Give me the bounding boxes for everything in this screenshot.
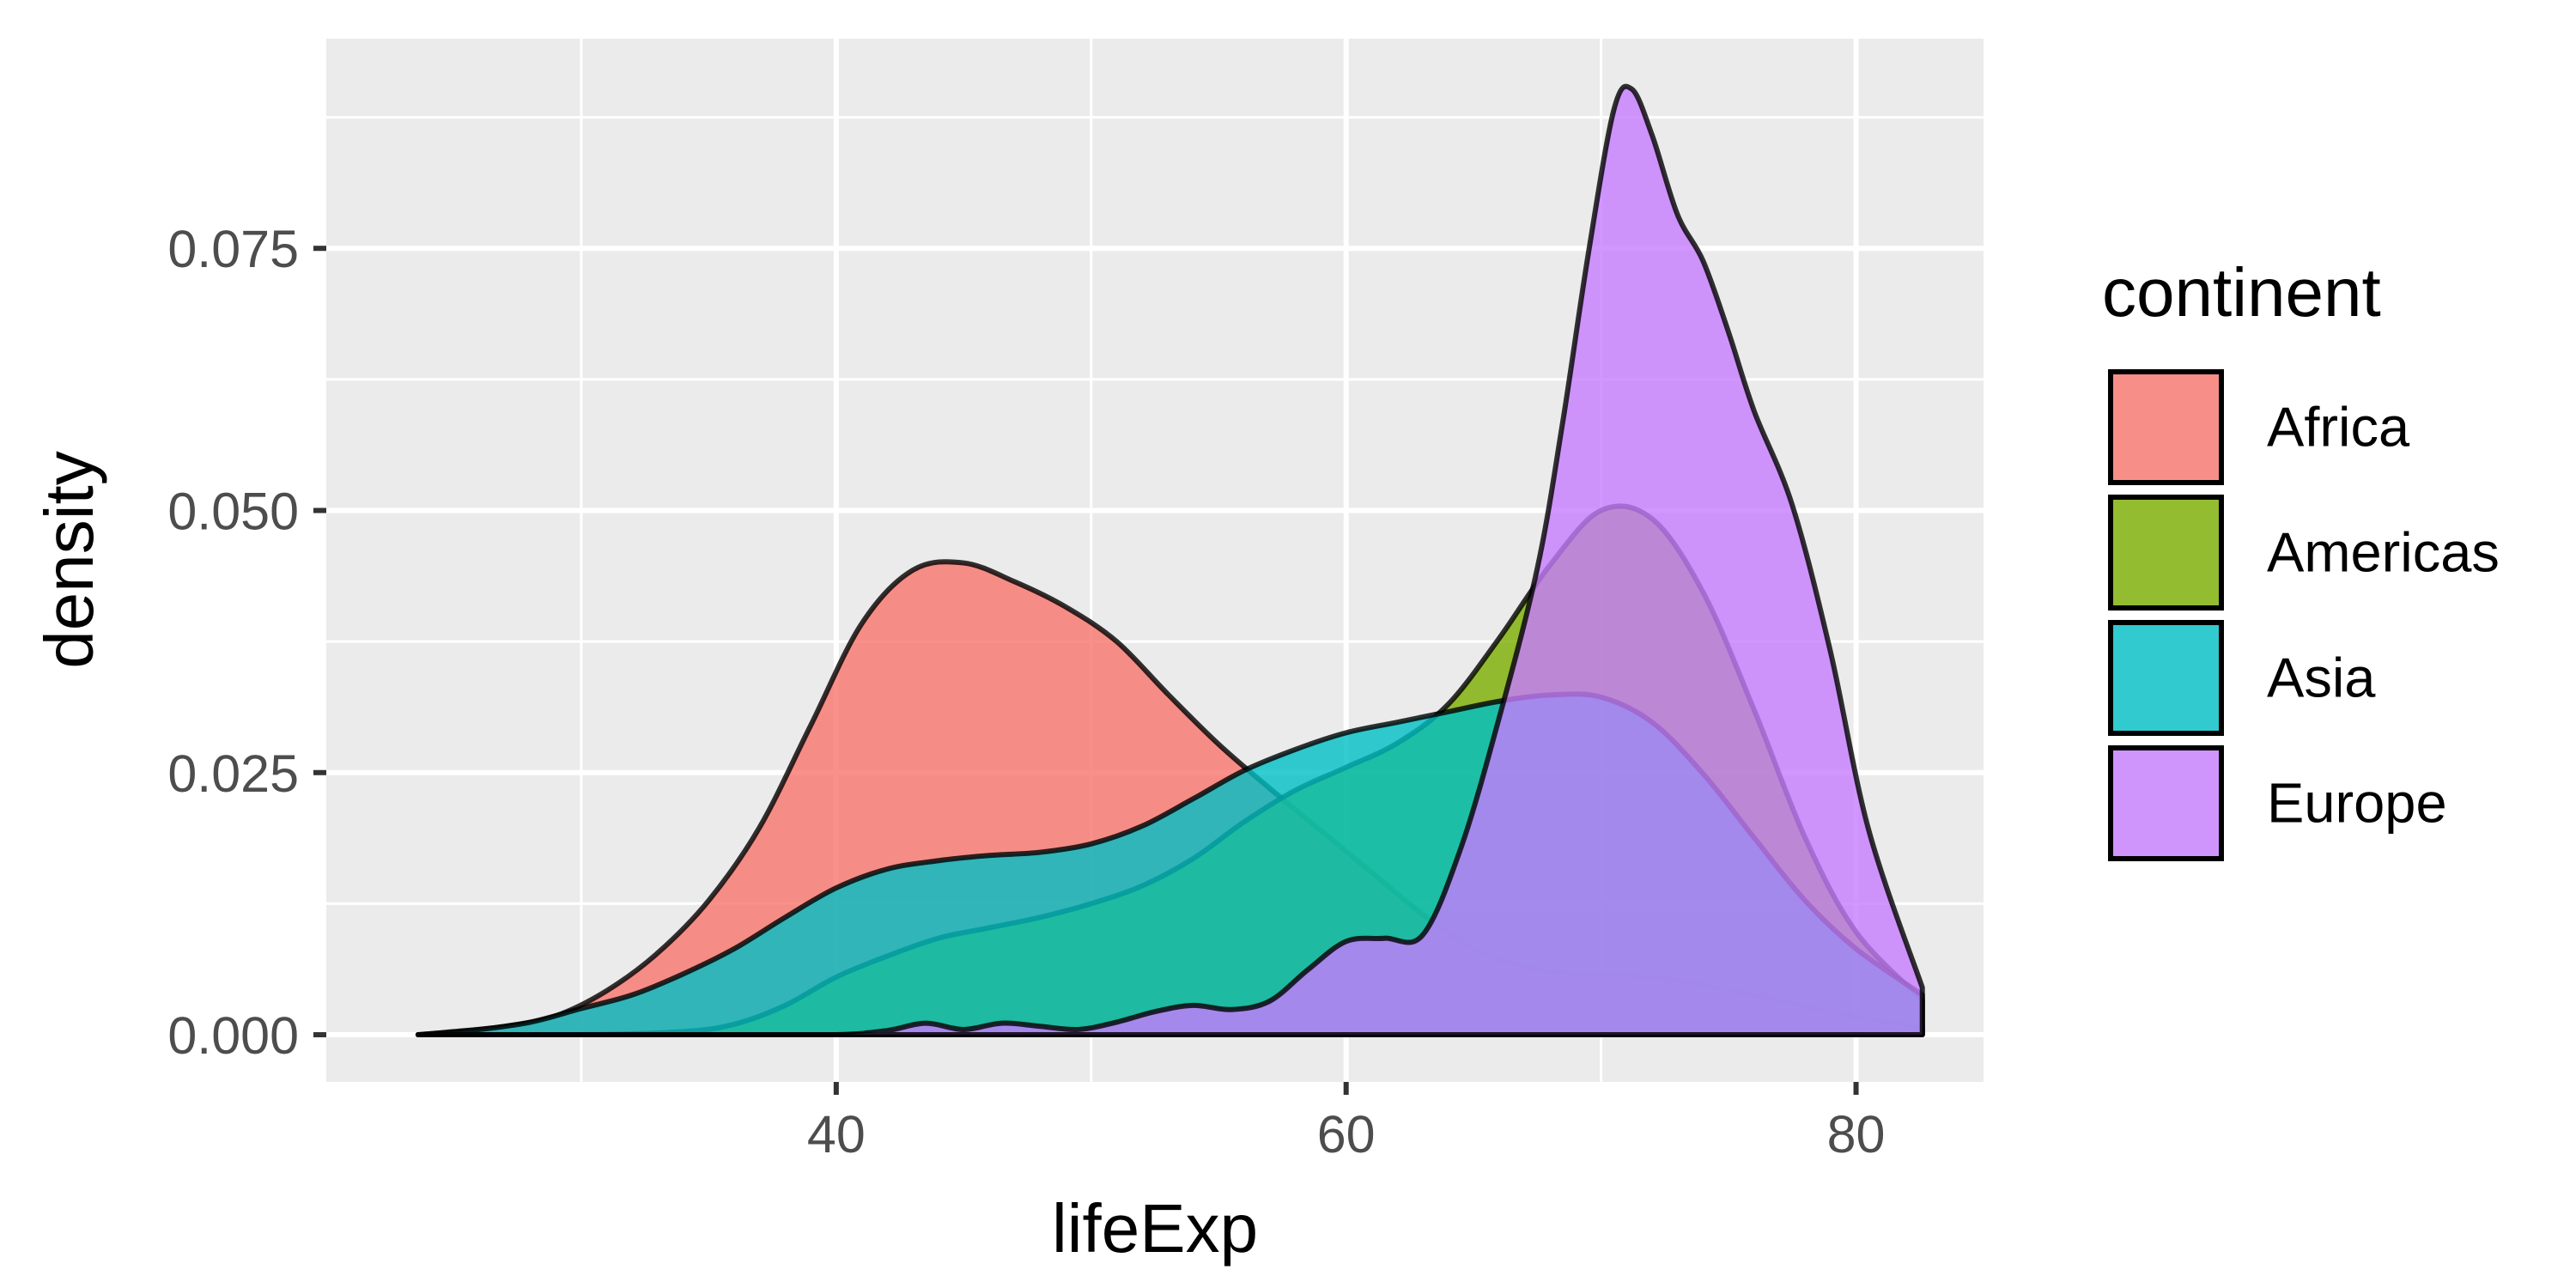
legend-label-europe: Europe (2267, 772, 2447, 835)
y-tick-label: 0.075 (167, 220, 299, 278)
density-area-europe (415, 83, 1925, 1038)
legend-swatch-americas (2108, 495, 2224, 611)
legend-entries: Africa Americas Asia Europe (2108, 369, 2500, 861)
legend-label-asia: Asia (2267, 647, 2376, 709)
x-tick-label: 40 (807, 1105, 866, 1163)
legend-swatch-africa (2108, 369, 2224, 485)
legend-title: continent (2102, 254, 2381, 331)
y-tick-label: 0.025 (167, 744, 299, 803)
x-axis-title: lifeExp (1052, 1190, 1258, 1267)
legend-label-americas: Americas (2267, 521, 2500, 584)
y-tick-label: 0.000 (167, 1006, 299, 1065)
x-tick-label: 80 (1827, 1105, 1886, 1163)
y-tick-label: 0.050 (167, 482, 299, 540)
y-axis-title: density (31, 451, 107, 668)
x-tick-label: 60 (1317, 1105, 1376, 1163)
y-axis: 0.000 0.025 0.050 0.075 (167, 220, 326, 1065)
legend-label-africa: Africa (2267, 396, 2410, 459)
x-axis: 40 60 80 (807, 1082, 1886, 1163)
legend: continent Africa Americas Asia Europe (2102, 254, 2500, 861)
legend-swatch-europe (2108, 745, 2224, 861)
density-areas (415, 83, 1925, 1038)
legend-swatch-asia (2108, 620, 2224, 736)
